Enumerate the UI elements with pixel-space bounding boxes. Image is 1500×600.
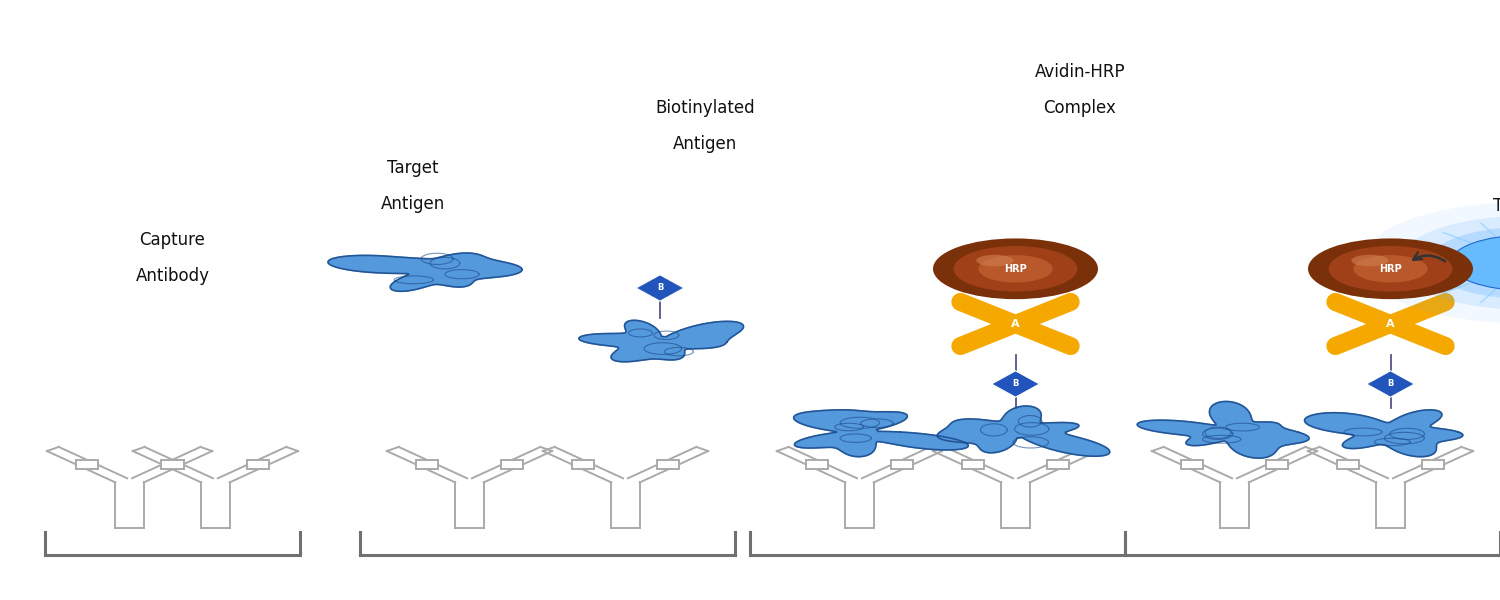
Text: Antigen: Antigen bbox=[674, 135, 736, 153]
Bar bbox=[75, 460, 99, 469]
Bar bbox=[162, 460, 184, 469]
Text: A: A bbox=[1386, 319, 1395, 329]
Ellipse shape bbox=[976, 255, 1014, 266]
Ellipse shape bbox=[1428, 227, 1500, 299]
Text: Target: Target bbox=[387, 159, 438, 177]
Polygon shape bbox=[1305, 410, 1462, 457]
Ellipse shape bbox=[933, 238, 1098, 299]
Text: TMB: TMB bbox=[1492, 197, 1500, 215]
Bar bbox=[1336, 460, 1359, 469]
Text: HRP: HRP bbox=[1378, 264, 1402, 274]
Ellipse shape bbox=[1329, 246, 1452, 292]
Polygon shape bbox=[794, 410, 969, 457]
Ellipse shape bbox=[1360, 202, 1500, 323]
Bar bbox=[891, 460, 914, 469]
Text: HRP: HRP bbox=[1004, 264, 1028, 274]
Bar bbox=[416, 460, 438, 469]
Bar bbox=[657, 460, 680, 469]
Polygon shape bbox=[992, 371, 1039, 397]
Text: A: A bbox=[1011, 319, 1020, 329]
Text: Complex: Complex bbox=[1044, 99, 1116, 117]
Ellipse shape bbox=[1398, 216, 1500, 310]
Polygon shape bbox=[579, 320, 744, 362]
Bar bbox=[806, 460, 828, 469]
Text: Antibody: Antibody bbox=[135, 267, 210, 285]
Text: Antigen: Antigen bbox=[381, 195, 444, 213]
Text: B: B bbox=[1388, 379, 1394, 389]
Text: Capture: Capture bbox=[140, 231, 206, 249]
Bar bbox=[572, 460, 594, 469]
Text: Avidin-HRP: Avidin-HRP bbox=[1035, 63, 1125, 81]
Polygon shape bbox=[1137, 401, 1310, 458]
Bar bbox=[160, 460, 183, 469]
Polygon shape bbox=[636, 275, 684, 301]
Ellipse shape bbox=[1308, 238, 1473, 299]
Bar bbox=[246, 460, 270, 469]
Ellipse shape bbox=[1450, 235, 1500, 290]
Text: B: B bbox=[1013, 379, 1019, 389]
Bar bbox=[962, 460, 984, 469]
Ellipse shape bbox=[954, 246, 1077, 292]
Ellipse shape bbox=[1353, 255, 1428, 283]
Polygon shape bbox=[938, 406, 1110, 456]
Bar bbox=[501, 460, 524, 469]
Bar bbox=[1180, 460, 1203, 469]
Bar bbox=[1422, 460, 1444, 469]
Text: B: B bbox=[657, 283, 663, 292]
Polygon shape bbox=[1366, 371, 1414, 397]
Ellipse shape bbox=[978, 255, 1053, 283]
Bar bbox=[1266, 460, 1288, 469]
Bar bbox=[1047, 460, 1070, 469]
Polygon shape bbox=[328, 253, 522, 292]
Text: Biotinylated: Biotinylated bbox=[656, 99, 754, 117]
Ellipse shape bbox=[1352, 255, 1389, 266]
